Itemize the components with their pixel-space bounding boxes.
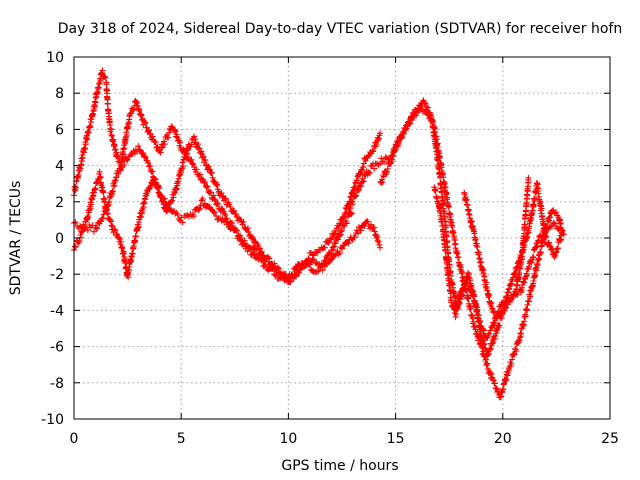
y-tick-label: -8 [50, 376, 64, 392]
series-s3 [71, 143, 355, 282]
y-tick-label: 6 [55, 122, 64, 138]
y-tick-label: 4 [55, 159, 64, 175]
axis-ticks [73, 56, 611, 420]
y-tick-label: 2 [55, 195, 64, 211]
y-tick-labels: -10 -8 -6 -4 -2 0 2 4 6 8 10 [41, 50, 64, 428]
x-tick-label: 5 [177, 431, 186, 447]
y-axis-label: SDTVAR / TECUs [8, 181, 24, 296]
y-tick-label: 10 [46, 50, 64, 66]
y-tick-label: -10 [41, 412, 64, 428]
series-markers [345, 97, 566, 401]
y-tick-label: -2 [50, 267, 64, 283]
x-tick-labels: 0 5 10 15 20 25 [70, 431, 619, 447]
series-markers [71, 143, 355, 282]
y-tick-label: -6 [50, 340, 64, 356]
grid-lines [74, 57, 610, 419]
chart-title: Day 318 of 2024, Sidereal Day-to-day VTE… [58, 21, 622, 37]
y-tick-label: -4 [50, 303, 64, 319]
x-tick-label: 25 [601, 431, 619, 447]
series-s4 [345, 97, 566, 401]
x-tick-label: 20 [494, 431, 512, 447]
series-s7 [461, 174, 532, 322]
x-tick-label: 10 [279, 431, 297, 447]
y-tick-label: 0 [55, 231, 64, 247]
series-markers [461, 174, 532, 322]
data-points [71, 67, 567, 401]
x-tick-label: 15 [387, 431, 405, 447]
x-tick-label: 0 [70, 431, 79, 447]
y-tick-label: 8 [55, 86, 64, 102]
x-axis-label: GPS time / hours [281, 458, 398, 474]
